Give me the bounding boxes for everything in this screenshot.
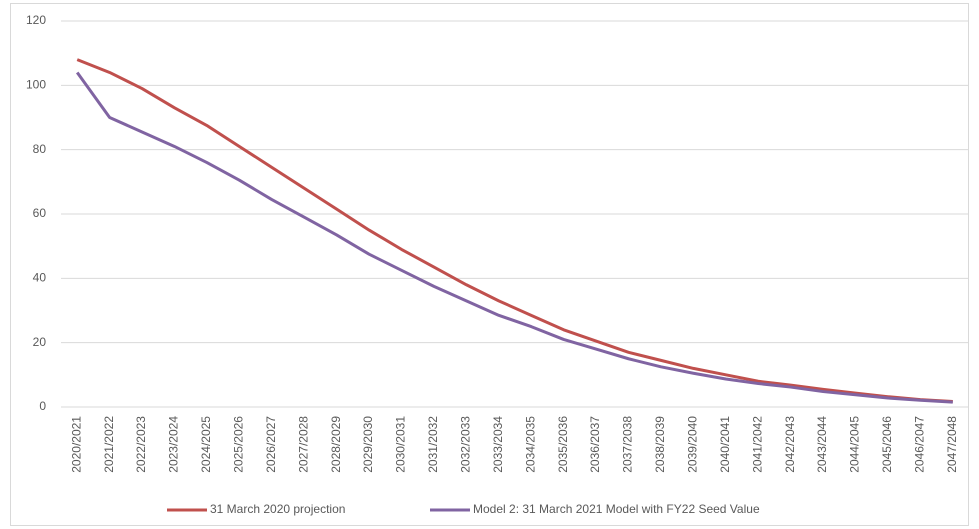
x-tick-label: 2028/2029 bbox=[329, 416, 343, 473]
x-tick-label: 2042/2043 bbox=[783, 416, 797, 473]
y-tick-label: 0 bbox=[39, 399, 46, 413]
y-tick-label: 20 bbox=[33, 335, 47, 349]
x-tick-label: 2035/2036 bbox=[556, 416, 570, 473]
x-tick-label: 2026/2027 bbox=[264, 416, 278, 473]
y-tick-label: 40 bbox=[33, 271, 47, 285]
x-tick-label: 2027/2028 bbox=[296, 416, 310, 473]
x-tick-label: 2041/2042 bbox=[750, 416, 764, 473]
x-tick-label: 2030/2031 bbox=[394, 416, 408, 473]
x-tick-label: 2047/2048 bbox=[945, 416, 959, 473]
x-tick-label: 2037/2038 bbox=[621, 416, 635, 473]
chart-border bbox=[10, 3, 969, 526]
legend-label: Model 2: 31 March 2021 Model with FY22 S… bbox=[473, 502, 760, 516]
x-tick-label: 2043/2044 bbox=[815, 416, 829, 473]
y-tick-label: 120 bbox=[26, 13, 46, 27]
x-tick-label: 2033/2034 bbox=[491, 416, 505, 473]
x-tick-label: 2036/2037 bbox=[588, 416, 602, 473]
x-tick-label: 2021/2022 bbox=[102, 416, 116, 473]
x-tick-label: 2031/2032 bbox=[426, 416, 440, 473]
y-tick-label: 60 bbox=[33, 206, 47, 220]
x-tick-label: 2040/2041 bbox=[718, 416, 732, 473]
legend-label: 31 March 2020 projection bbox=[210, 502, 345, 516]
y-tick-label: 80 bbox=[33, 142, 47, 156]
x-tick-label: 2039/2040 bbox=[686, 416, 700, 473]
x-tick-label: 2025/2026 bbox=[232, 416, 246, 473]
x-tick-label: 2029/2030 bbox=[361, 416, 375, 473]
line-series bbox=[76, 58, 953, 404]
x-tick-label: 2024/2025 bbox=[199, 416, 213, 473]
x-tick-label: 2022/2023 bbox=[134, 416, 148, 473]
x-tick-label: 2023/2024 bbox=[167, 416, 181, 473]
x-tick-label: 2044/2045 bbox=[848, 416, 862, 473]
x-tick-label: 2046/2047 bbox=[913, 416, 927, 473]
x-tick-label: 2045/2046 bbox=[880, 416, 894, 473]
y-tick-label: 100 bbox=[26, 78, 46, 92]
x-tick-label: 2020/2021 bbox=[69, 416, 83, 473]
x-tick-label: 2038/2039 bbox=[653, 416, 667, 473]
x-tick-label: 2032/2033 bbox=[459, 416, 473, 473]
x-tick-label: 2034/2035 bbox=[523, 416, 537, 473]
line-series bbox=[75, 71, 953, 404]
